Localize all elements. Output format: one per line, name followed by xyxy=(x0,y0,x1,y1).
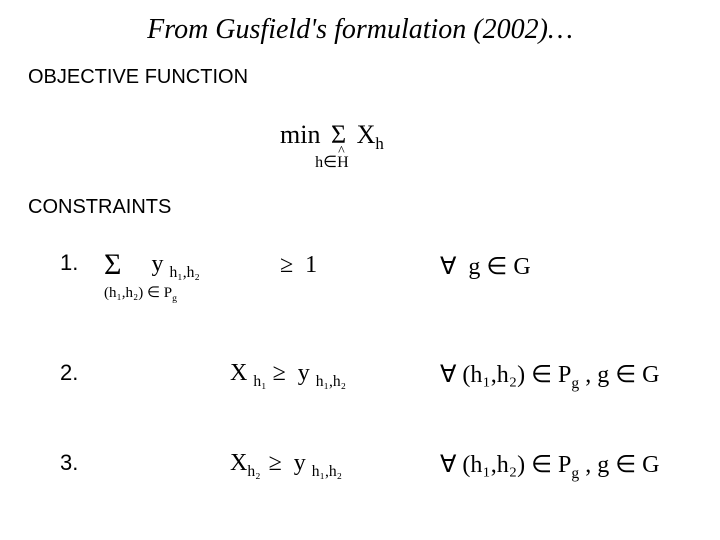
constraint-2-number: 2. xyxy=(60,360,100,386)
constraint-2-lhs-var: X xyxy=(230,360,247,386)
constraint-1-sum: Σ y h₁,h₂ xyxy=(104,251,200,277)
constraint-1-var-sub: h₁,h₂ xyxy=(169,263,199,280)
constraint-3-left: 3. xyxy=(60,450,100,476)
constraint-1-var: y xyxy=(151,251,163,277)
constraint-3-cond-tail: , g ∈ G xyxy=(585,452,659,478)
constraint-2-forall: ∀ xyxy=(440,362,456,388)
constraint-2-rhs-sub: h₁,h₂ xyxy=(316,373,346,390)
constraint-3-rhs-var: y xyxy=(294,450,306,476)
constraint-3-cond-pair-sub: g xyxy=(571,465,579,482)
objective-main: min Σ Xh xyxy=(280,120,384,154)
min-text: min xyxy=(280,120,320,149)
constraint-3-lhs-var: X xyxy=(230,450,247,476)
constraint-3-rhs-sub: h₁,h₂ xyxy=(312,463,342,480)
constraint-1-sigma: Σ xyxy=(104,250,121,280)
constraint-3-rel: ≥ xyxy=(269,450,282,476)
constraint-2-rel: ≥ xyxy=(273,360,286,386)
constraint-1-mid: ≥ 1 xyxy=(280,252,317,279)
constraint-1-rel: ≥ xyxy=(280,252,293,278)
constraint-1-forall: ∀ xyxy=(440,254,456,280)
constraint-2-right: ∀ (h₁,h₂) ∈ Pg , g ∈ G xyxy=(440,360,659,393)
constraint-1-rhs: 1 xyxy=(305,252,317,278)
constraint-3-mid: Xh₂ ≥ y h₁,h₂ xyxy=(230,450,342,481)
constraint-2-lhs-sub: h₁ xyxy=(253,373,266,390)
objective-domain-rel: ∈ xyxy=(323,154,337,171)
constraint-3-cond-pair: (h₁,h₂) ∈ P xyxy=(462,452,571,478)
constraint-2-left: 2. xyxy=(60,360,100,386)
constraint-2-cond-pair: (h₁,h₂) ∈ P xyxy=(462,362,571,388)
constraint-1-domain-text: (h₁,h₂) ∈ P xyxy=(104,285,172,301)
objective-domain: h∈^H xyxy=(280,152,384,172)
slide-title: From Gusfield's formulation (2002)… xyxy=(0,14,720,46)
constraint-1-number: 1. xyxy=(60,250,100,276)
constraint-1-sum-domain: (h₁,h₂) ∈ Pg xyxy=(104,283,200,304)
hat-caret: ^ xyxy=(338,144,345,160)
constraint-1-domain-sub: g xyxy=(172,293,177,304)
objective-domain-lhs: h xyxy=(315,154,323,171)
constraint-3-right: ∀ (h₁,h₂) ∈ Pg , g ∈ G xyxy=(440,450,659,483)
constraint-2-cond-pair-sub: g xyxy=(571,375,579,392)
constraint-2-mid: X h₁ ≥ y h₁,h₂ xyxy=(230,360,346,391)
objective-var-sub: h xyxy=(375,134,383,153)
h-hat: ^H xyxy=(337,154,349,172)
objective-expression: min Σ Xh h∈^H xyxy=(280,120,384,172)
objective-heading: OBJECTIVE FUNCTION xyxy=(28,66,248,89)
constraint-2-cond-tail: , g ∈ G xyxy=(585,362,659,388)
constraint-1-cond: g ∈ G xyxy=(468,254,530,280)
constraint-3-number: 3. xyxy=(60,450,100,476)
constraints-heading: CONSTRAINTS xyxy=(28,196,171,219)
constraint-3-lhs-sub: h₂ xyxy=(247,463,260,480)
objective-var: X xyxy=(357,120,376,149)
constraint-2-rhs-var: y xyxy=(298,360,310,386)
constraint-1-left: 1. Σ y h₁,h₂ (h₁,h₂) ∈ Pg xyxy=(60,250,200,304)
constraint-1-right: ∀ g ∈ G xyxy=(440,252,531,281)
constraint-3-forall: ∀ xyxy=(440,452,456,478)
